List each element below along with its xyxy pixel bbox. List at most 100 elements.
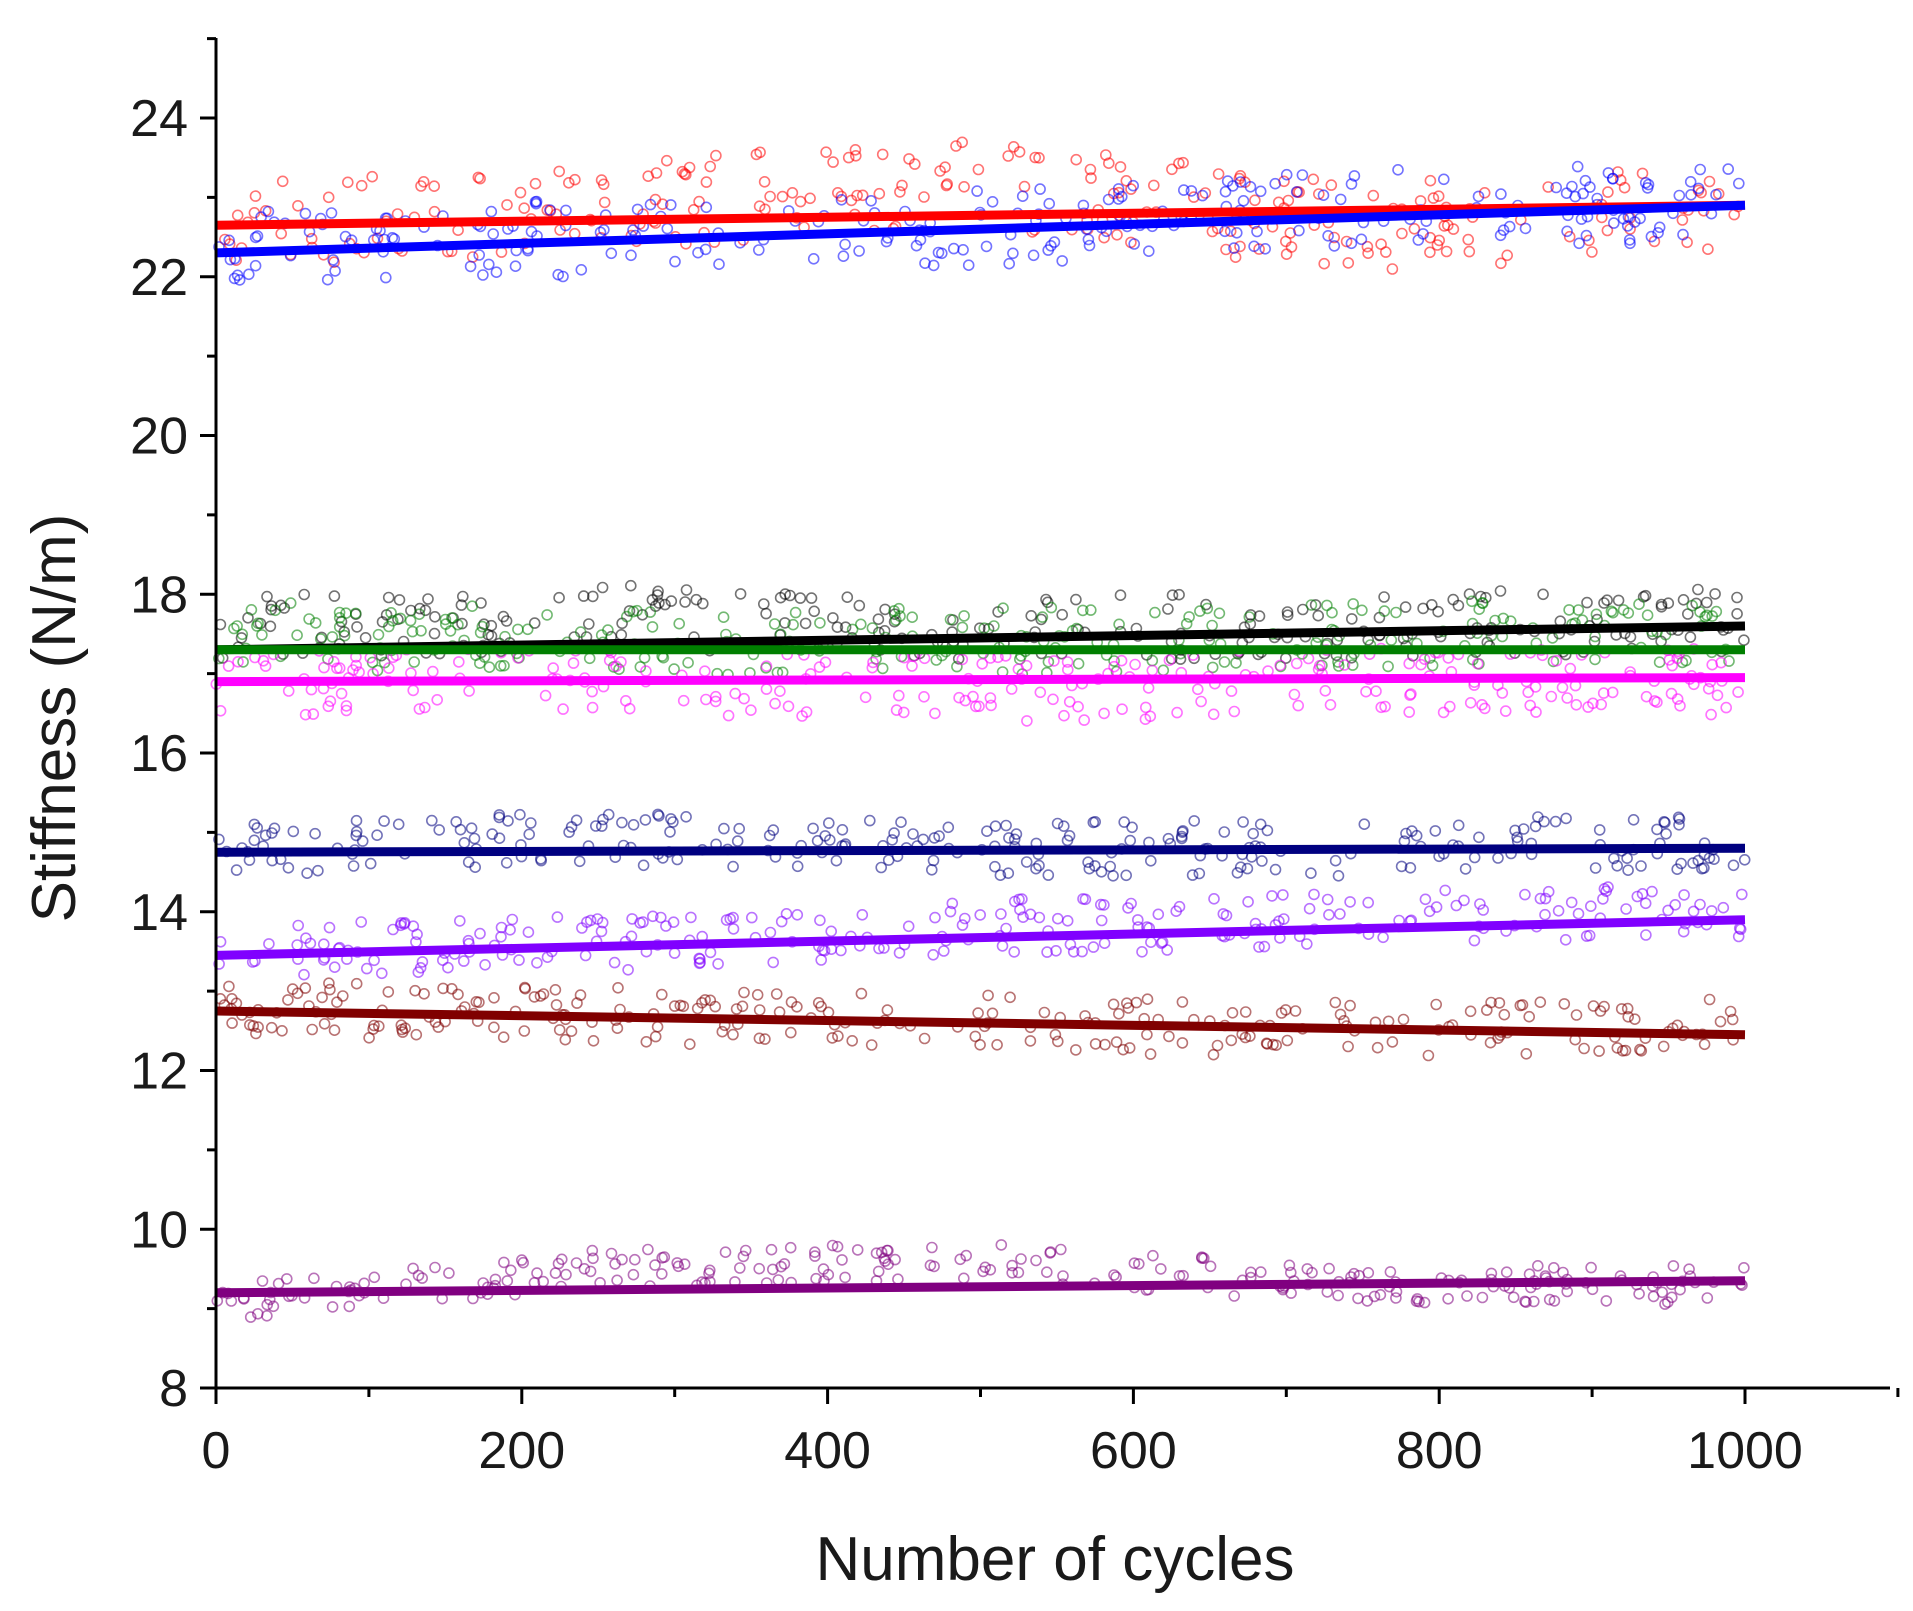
data-point bbox=[473, 249, 486, 261]
data-point bbox=[1145, 936, 1157, 949]
data-point bbox=[326, 1301, 339, 1313]
data-point bbox=[413, 608, 426, 621]
data-point bbox=[1634, 212, 1646, 225]
data-point bbox=[291, 939, 304, 951]
data-point bbox=[1063, 829, 1076, 842]
data-point bbox=[830, 854, 843, 867]
data-point bbox=[865, 195, 877, 207]
data-point bbox=[1004, 991, 1016, 1004]
data-point bbox=[704, 160, 717, 173]
data-point bbox=[364, 857, 377, 870]
data-point bbox=[863, 814, 876, 827]
data-point bbox=[982, 989, 994, 1002]
data-point bbox=[335, 687, 348, 700]
data-point bbox=[1397, 1013, 1410, 1026]
data-point bbox=[1520, 1048, 1533, 1060]
data-point bbox=[1346, 659, 1359, 671]
data-point bbox=[1709, 588, 1721, 600]
data-point bbox=[1126, 821, 1138, 834]
data-point bbox=[1692, 854, 1705, 867]
data-point bbox=[1087, 941, 1100, 953]
data-point bbox=[976, 657, 989, 670]
data-point bbox=[1392, 164, 1404, 176]
data-point bbox=[1597, 893, 1609, 905]
data-point bbox=[282, 861, 295, 874]
data-point bbox=[1226, 1006, 1239, 1019]
data-point bbox=[765, 1243, 778, 1256]
data-point bbox=[727, 1028, 739, 1041]
data-point bbox=[586, 590, 599, 603]
data-point bbox=[683, 1038, 696, 1050]
data-point bbox=[429, 1261, 441, 1274]
data-point bbox=[259, 829, 272, 842]
data-point bbox=[1292, 699, 1304, 712]
data-point bbox=[986, 196, 999, 208]
data-point bbox=[306, 1023, 319, 1036]
data-point bbox=[382, 986, 395, 998]
data-point bbox=[1561, 1285, 1573, 1298]
data-point bbox=[251, 230, 264, 242]
data-point bbox=[974, 909, 987, 921]
data-point bbox=[1176, 1037, 1189, 1049]
data-point bbox=[1362, 247, 1374, 259]
data-point bbox=[996, 940, 1009, 952]
data-point bbox=[466, 600, 479, 613]
data-point bbox=[1346, 613, 1358, 625]
data-point bbox=[622, 963, 634, 976]
data-point bbox=[541, 951, 554, 964]
data-point bbox=[385, 606, 397, 619]
data-point bbox=[775, 915, 788, 928]
y-tick-label: 16 bbox=[130, 725, 188, 783]
data-point bbox=[1147, 1249, 1159, 1262]
data-point bbox=[839, 621, 852, 634]
data-point bbox=[1076, 945, 1088, 958]
data-point bbox=[652, 808, 664, 821]
data-point bbox=[1098, 707, 1110, 720]
data-point bbox=[764, 926, 777, 939]
data-point bbox=[988, 620, 1000, 632]
data-point bbox=[1660, 827, 1672, 840]
data-point bbox=[1561, 225, 1573, 238]
data-point bbox=[722, 709, 735, 722]
data-point bbox=[482, 258, 495, 271]
data-point bbox=[1432, 605, 1444, 618]
data-point bbox=[1309, 599, 1322, 611]
data-point bbox=[1017, 911, 1029, 924]
data-point bbox=[583, 652, 596, 665]
data-point bbox=[888, 827, 900, 839]
data-point bbox=[497, 1031, 510, 1043]
data-point bbox=[1738, 1262, 1750, 1274]
data-point bbox=[1494, 585, 1507, 597]
data-point bbox=[820, 146, 832, 158]
data-point bbox=[674, 999, 687, 1012]
data-point bbox=[1095, 898, 1107, 911]
data-point bbox=[1323, 1262, 1335, 1275]
data-point bbox=[1149, 606, 1161, 619]
data-point bbox=[1193, 867, 1206, 880]
data-point bbox=[509, 260, 522, 273]
data-point bbox=[876, 662, 889, 675]
data-point bbox=[439, 613, 452, 626]
data-point bbox=[1442, 652, 1455, 664]
data-point bbox=[1606, 686, 1619, 699]
data-point bbox=[596, 581, 609, 594]
data-point bbox=[1277, 889, 1289, 901]
data-point bbox=[733, 822, 746, 835]
data-point bbox=[1225, 1034, 1238, 1047]
data-point bbox=[1602, 186, 1614, 198]
data-point bbox=[1522, 686, 1534, 699]
data-point bbox=[1163, 1030, 1175, 1043]
data-point bbox=[1733, 177, 1745, 190]
data-point bbox=[709, 1000, 722, 1013]
data-point bbox=[1403, 657, 1415, 670]
data-point bbox=[410, 1028, 423, 1041]
data-point bbox=[1532, 811, 1544, 823]
data-point bbox=[1234, 176, 1247, 188]
data-point bbox=[231, 209, 244, 222]
data-point bbox=[958, 610, 970, 622]
data-point bbox=[1157, 664, 1170, 677]
data-point bbox=[501, 1275, 514, 1287]
fit-line-dark-red bbox=[215, 1006, 1746, 1040]
data-point bbox=[379, 271, 392, 284]
data-point bbox=[579, 949, 592, 962]
